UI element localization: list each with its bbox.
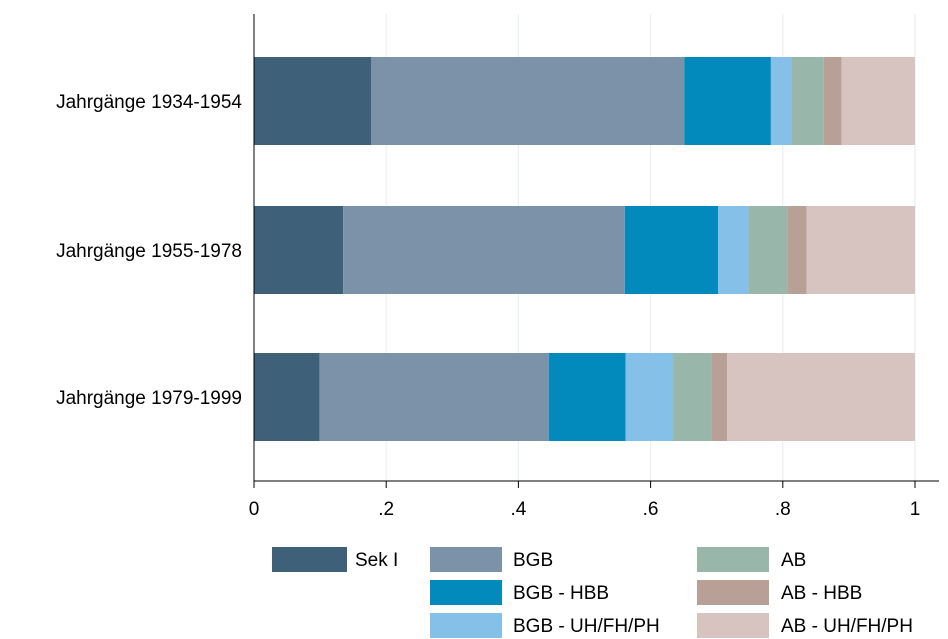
legend: Sek I BGB BGB - HBB BGB - UH/FH/PH AB AB - HB… [272, 547, 913, 638]
category-label: Jahrgänge 1979-1999 [56, 388, 242, 409]
legend-swatch [430, 547, 502, 572]
legend-label: AB - HBB [781, 583, 862, 604]
legend-swatch [430, 580, 502, 605]
category-label: Jahrgänge 1934-1954 [56, 92, 242, 113]
bar-segment [254, 206, 343, 294]
bar-segment [673, 353, 711, 441]
legend-swatch [430, 613, 502, 638]
x-ticks: 0 .2 .4 .6 .8 1 [249, 481, 921, 520]
legend-label: Sek I [355, 550, 398, 571]
legend-label: BGB - UH/FH/PH [513, 616, 660, 637]
bar-segment [824, 57, 842, 145]
x-tick-label: 1 [910, 499, 921, 520]
bar-segment [343, 206, 625, 294]
legend-swatch [272, 547, 347, 572]
bar-segment [625, 206, 718, 294]
x-tick-label: .8 [775, 499, 791, 520]
bar-segment [711, 353, 727, 441]
bar-segment [748, 206, 787, 294]
bar-segment [684, 57, 771, 145]
category-labels: Jahrgänge 1934-1954 Jahrgänge 1955-1978 Ja… [56, 92, 242, 409]
bar-segment [625, 353, 673, 441]
bar-segment [254, 57, 371, 145]
legend-label: AB [781, 550, 806, 571]
x-tick-label: .4 [510, 499, 526, 520]
category-label: Jahrgänge 1955-1978 [56, 241, 242, 262]
bars [254, 57, 915, 441]
bar-segment [727, 353, 915, 441]
bar-segment [771, 57, 791, 145]
x-tick-label: .2 [378, 499, 394, 520]
legend-swatch [697, 580, 769, 605]
bar-segment [791, 57, 823, 145]
legend-label: BGB - HBB [513, 583, 609, 604]
x-tick-label: 0 [249, 499, 260, 520]
bar-segment [549, 353, 626, 441]
bar-segment [807, 206, 915, 294]
bar-segment [371, 57, 684, 145]
bar-segment [842, 57, 915, 145]
legend-label: BGB [513, 550, 553, 571]
bar-segment [718, 206, 748, 294]
bar-segment [319, 353, 548, 441]
bar-segment [787, 206, 806, 294]
bar-segment [254, 353, 319, 441]
legend-label: AB - UH/FH/PH [781, 616, 913, 637]
legend-swatch [697, 547, 769, 572]
legend-swatch [697, 613, 769, 638]
x-tick-label: .6 [643, 499, 659, 520]
